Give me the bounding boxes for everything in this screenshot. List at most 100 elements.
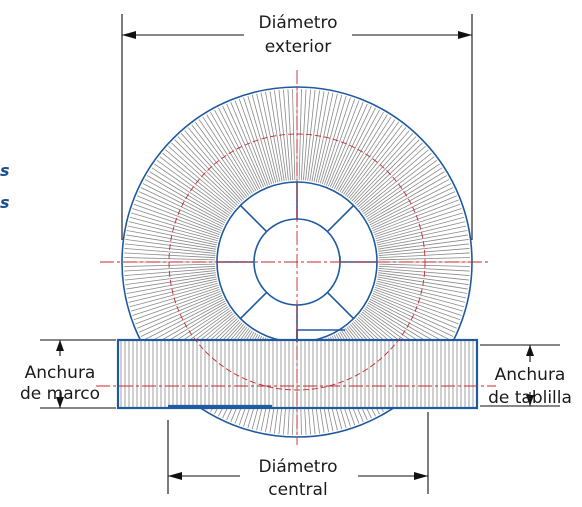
- slat-hatch-line: [377, 225, 467, 246]
- slat-hatch-line: [354, 139, 420, 205]
- slat-hatch-line: [333, 107, 376, 190]
- outer-diameter-arrow-left: [122, 31, 136, 39]
- slat-hatch-line: [124, 268, 216, 276]
- slat-hatch-line: [180, 133, 243, 202]
- slat-hatch-line: [256, 93, 279, 183]
- slat-hatch-line: [184, 130, 245, 200]
- slat-hatch-line: [366, 171, 445, 220]
- slat-hatch-line: [359, 149, 429, 210]
- slat-hatch-line: [371, 191, 456, 230]
- slat-hatch-line: [165, 149, 235, 210]
- slat-hatch-line: [154, 163, 230, 216]
- frame-width-arrow-bottom: [56, 397, 64, 408]
- slat-hatch-line: [311, 91, 329, 182]
- slat-hatch-line: [374, 286, 462, 316]
- slat-hatch-line: [371, 294, 456, 333]
- slat-hatch-line: [230, 102, 266, 187]
- frame-width-arrow-top: [56, 340, 64, 351]
- slat-hatch-line: [377, 278, 467, 299]
- slat-hatch-line: [159, 156, 233, 213]
- slat-hatch-line: [210, 111, 257, 192]
- slat-hatch-line: [331, 105, 372, 189]
- slat-hatch-line: [315, 93, 338, 183]
- slat-hatch-line: [283, 89, 291, 181]
- slat-hatch-line: [351, 133, 414, 202]
- core-diameter-arrow-left: [168, 472, 182, 480]
- slat-hatch-line: [341, 116, 392, 194]
- slat-hatch-line: [222, 105, 263, 189]
- slat-hatch-line: [378, 265, 470, 272]
- slat-hatch-line: [131, 212, 219, 240]
- slat-width-label-2: de tablilla: [488, 388, 572, 408]
- frame-width-label-1: Anchura: [25, 363, 96, 383]
- slat-hatch-line: [305, 89, 316, 181]
- slat-hatch-line: [129, 282, 218, 308]
- slat-hatch-line: [360, 152, 432, 211]
- slat-hatch-line: [369, 183, 452, 226]
- slat-hatch-line: [140, 187, 224, 228]
- slat-hatch-line: [368, 179, 450, 224]
- slat-hatch-line: [146, 175, 227, 222]
- slat-hatch-line: [374, 203, 461, 236]
- slat-hatch-line: [377, 230, 468, 248]
- slat-hatch-line: [374, 288, 461, 321]
- slat-hatch-line: [367, 175, 448, 222]
- slat-hatch-line: [375, 284, 463, 312]
- slat-hatch-line: [251, 94, 277, 183]
- slat-hatch-line: [378, 239, 469, 252]
- slat-hatch-line: [144, 179, 226, 224]
- slat-hatch-line: [129, 216, 218, 242]
- slat-hatch-line: [124, 248, 216, 256]
- slat-hatch-line: [202, 116, 253, 194]
- slat-hatch-line: [151, 167, 229, 218]
- slat-hatch-line: [373, 291, 459, 325]
- slat-hatch-line: [128, 280, 218, 303]
- slat-hatch-line: [378, 257, 470, 261]
- slat-hatch-line: [125, 272, 216, 285]
- slat-hatch-line: [137, 195, 222, 231]
- slat-hatch-line: [323, 98, 356, 185]
- slat-hatch-line: [124, 263, 216, 267]
- slat-hatch-line: [337, 111, 384, 192]
- slat-hatch-line: [191, 124, 248, 198]
- slat-hatch-line: [339, 114, 388, 193]
- slat-hatch-line: [124, 270, 216, 281]
- slat-hatch-line: [372, 195, 457, 231]
- slat-hatch-line: [124, 257, 216, 261]
- slat-hatch-line: [198, 119, 251, 195]
- slat-hatch-line: [378, 243, 470, 254]
- slat-hatch-line: [218, 107, 261, 190]
- slat-hatch-line: [247, 96, 275, 184]
- hub-spoke: [326, 204, 355, 233]
- slat-hatch-line: [378, 263, 470, 267]
- slat-hatch-line: [378, 248, 470, 256]
- slat-hatch-line: [329, 103, 368, 188]
- slat-hatch-line: [187, 127, 246, 199]
- slat-hatch-line: [368, 300, 450, 345]
- slat-hatch-line: [377, 234, 468, 250]
- core-diameter-label-2: central: [268, 480, 327, 500]
- outer-diameter-label-1: Diámetro: [259, 13, 338, 33]
- slat-width-label-1: Anchura: [495, 365, 566, 385]
- slat-band-background: [118, 340, 477, 408]
- slat-hatch-line: [372, 293, 457, 329]
- slat-hatch-line: [124, 243, 216, 254]
- slat-hatch-line: [321, 97, 351, 185]
- slat-hatch-line: [278, 89, 289, 181]
- frame-width-label-2: de marco: [20, 384, 100, 404]
- slat-hatch-line: [361, 156, 435, 213]
- outer-diameter-label-2: exterior: [265, 37, 331, 57]
- slat-hatch-line: [149, 171, 228, 220]
- slat-hatch-line: [378, 268, 470, 276]
- slat-hatch-line: [126, 230, 217, 248]
- slat-hatch-line: [274, 90, 287, 181]
- slat-hatch-line: [135, 291, 221, 325]
- slat-hatch-line: [137, 293, 222, 329]
- slat-hatch-line: [303, 89, 311, 181]
- slat-hatch-line: [238, 98, 271, 185]
- slat-hatch-line: [370, 296, 454, 337]
- slat-hatch-line: [292, 89, 296, 181]
- outer-diameter-dimension: [121, 14, 473, 240]
- side-fragment-line2: s: [0, 193, 10, 212]
